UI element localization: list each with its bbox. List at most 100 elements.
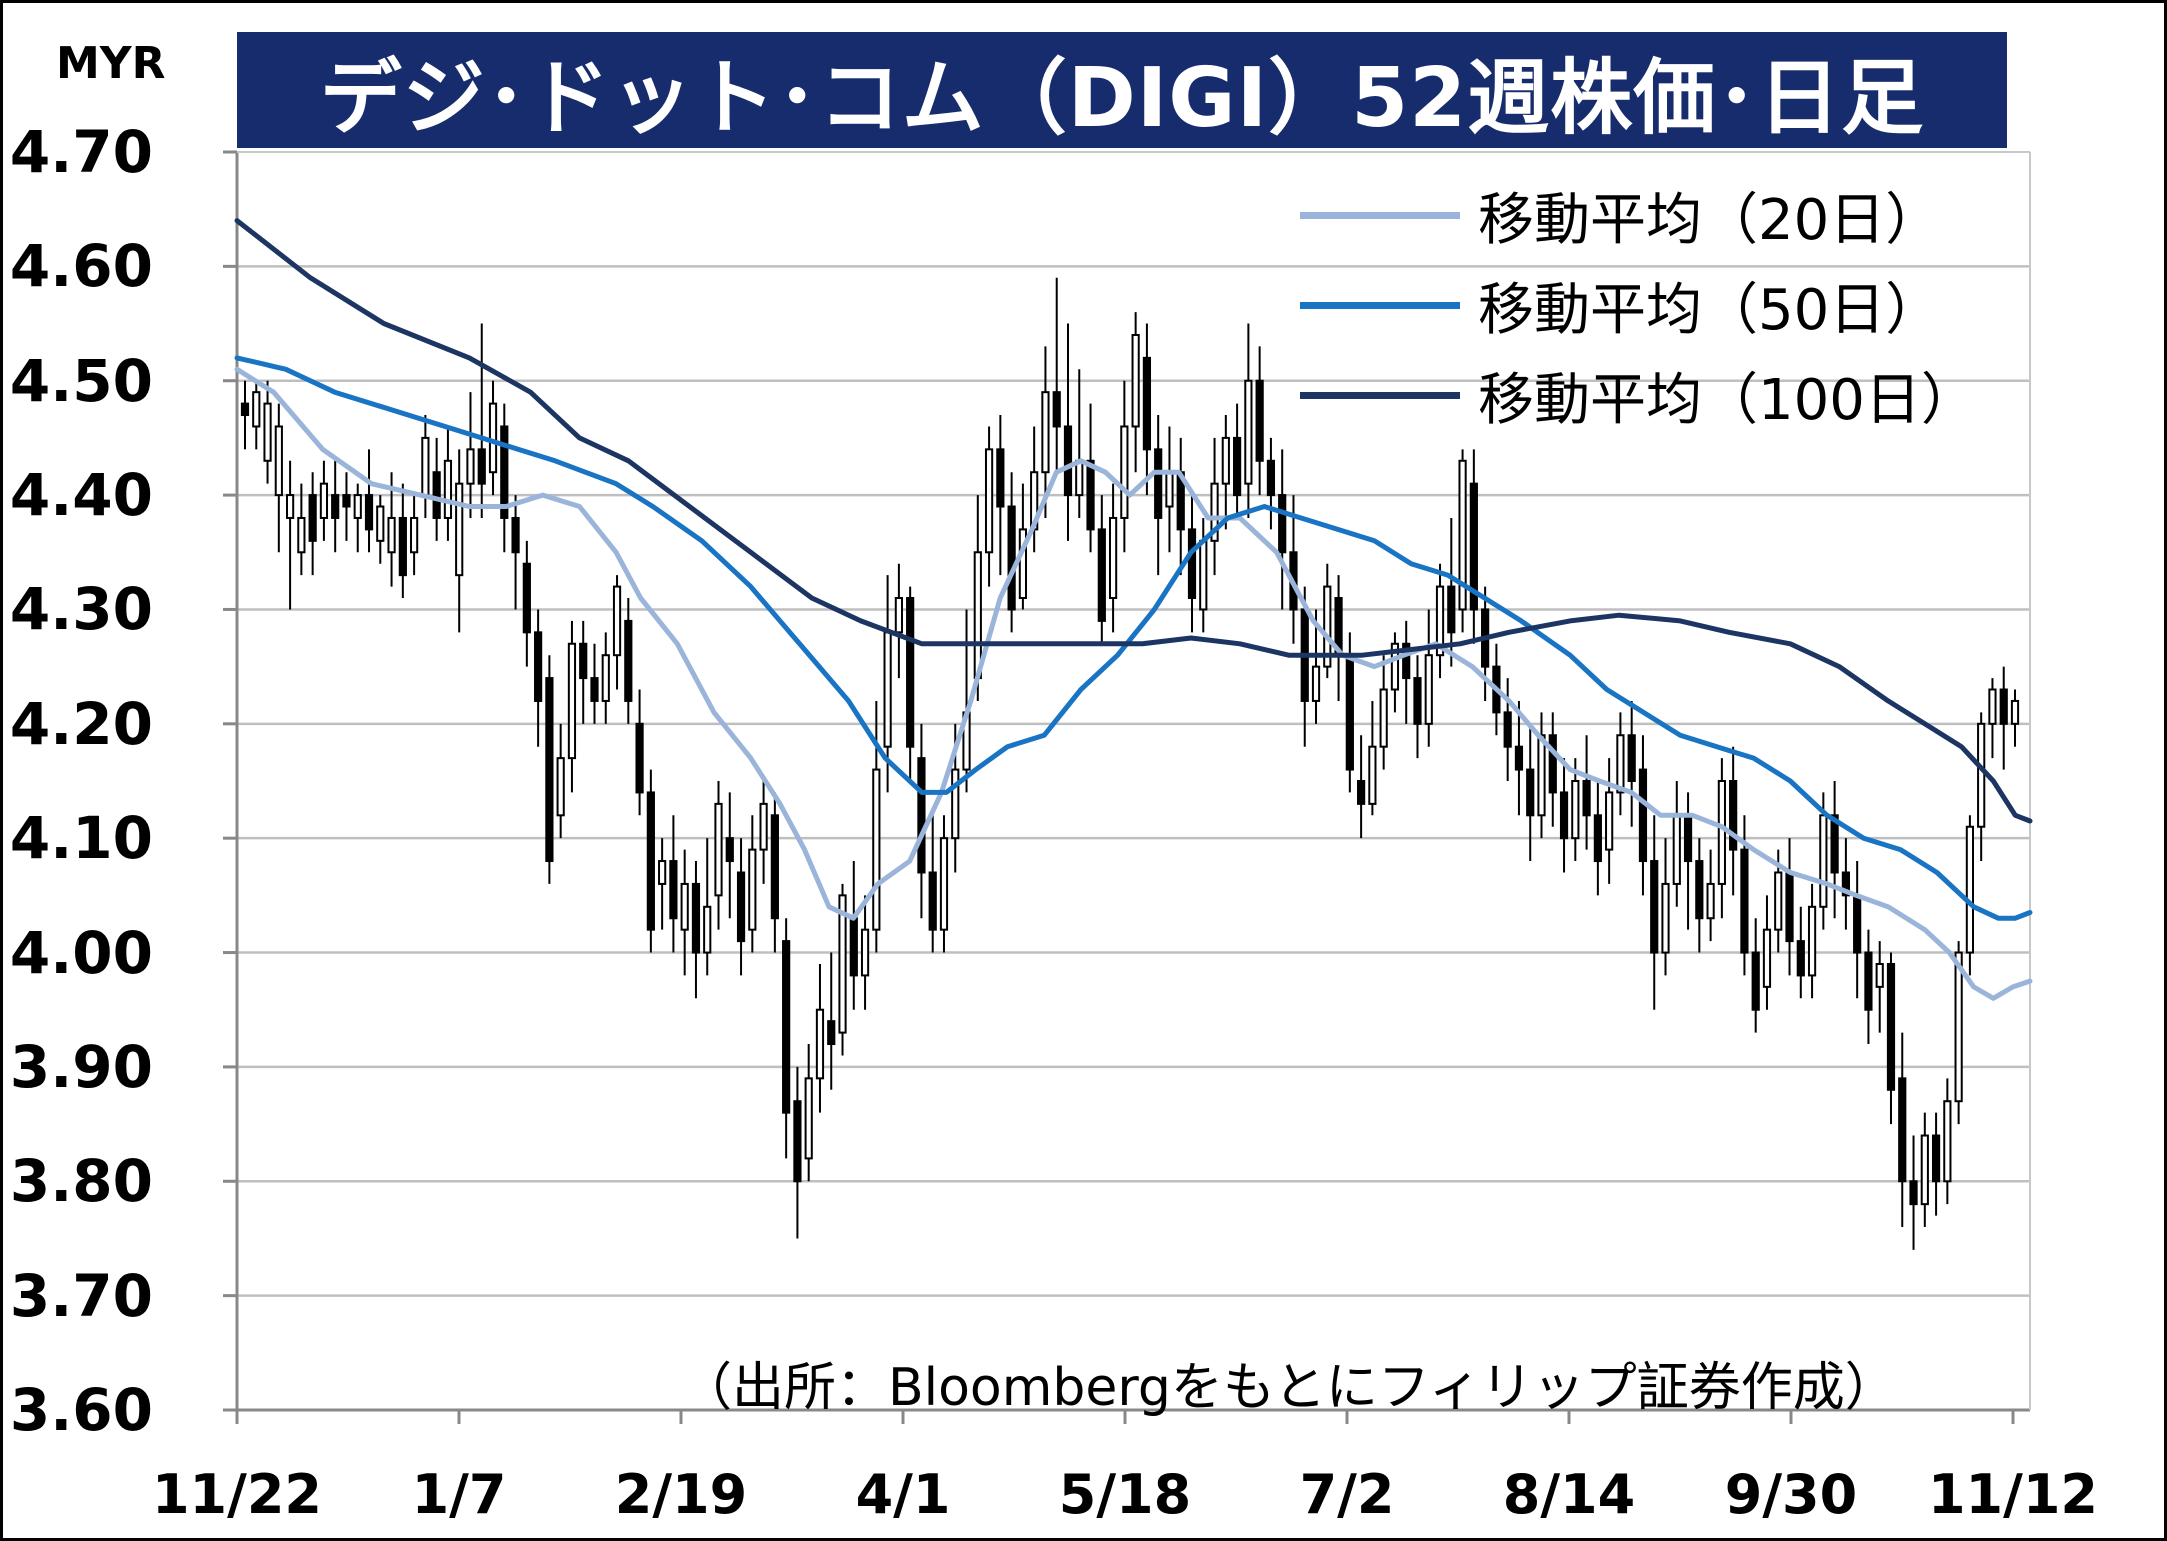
candle-body [770, 814, 779, 920]
axes [235, 151, 2031, 1424]
x-tick-label: 8/14 [1502, 1463, 1636, 1526]
candle-body [342, 494, 351, 508]
candle-body [612, 585, 622, 657]
candle-body [1368, 745, 1377, 805]
candle-body [567, 642, 577, 760]
candle-body [432, 471, 441, 519]
candle-body [1052, 391, 1061, 428]
legend-label-ma20: 移動平均（20日） [1478, 188, 1942, 253]
candle-body [703, 905, 712, 954]
legend-label-ma100: 移動平均（100日） [1478, 368, 1977, 433]
candle-body [1323, 585, 1332, 668]
candle-body [252, 391, 261, 428]
candle-body [894, 597, 903, 634]
candle-body [827, 1020, 836, 1046]
x-tick-label: 11/12 [1927, 1463, 2098, 1526]
candle-body [274, 425, 283, 497]
candle-body [973, 551, 982, 680]
candle-body [364, 494, 374, 531]
candlesticks [240, 277, 2020, 1250]
candle-body [1266, 459, 1276, 497]
x-tick-label: 11/22 [151, 1463, 322, 1526]
grid-lines [223, 150, 2030, 1412]
candle-body [1841, 871, 1850, 897]
x-tick-label: 7/2 [1299, 1463, 1395, 1526]
y-tick-label: 4.60 [9, 232, 153, 301]
ma-line-ma100 [234, 218, 2033, 824]
source-note: （出所：Bloombergをもとにフィリップ証券作成） [680, 1358, 1897, 1418]
candle-body [725, 837, 734, 863]
candle-body [2010, 699, 2020, 725]
candle-body [240, 402, 250, 417]
candle-body [782, 940, 791, 1114]
chart-title: デジ･ドット･コム（DIGI）52週株価･日足 [237, 32, 2007, 148]
candle-body [1357, 780, 1366, 805]
candle-body [1108, 516, 1118, 600]
candle-body [1210, 482, 1219, 542]
candle-body [1853, 894, 1862, 954]
candle-body [1413, 677, 1422, 725]
candle-body [1830, 814, 1839, 874]
candle-body [906, 597, 915, 748]
candle-body [590, 677, 599, 702]
y-tick-label: 3.60 [9, 1376, 153, 1444]
candle-body [1909, 1180, 1918, 1206]
candle-body [1807, 905, 1817, 977]
candle-body [860, 928, 870, 977]
candle-body [466, 448, 475, 485]
chart-title-text: デジ･ドット･コム（DIGI）52週株価･日足 [319, 50, 1925, 146]
candle-body [1751, 951, 1760, 1011]
candle-body [736, 871, 746, 943]
legend-label-ma50: 移動平均（50日） [1478, 278, 1942, 343]
candle-body [1469, 482, 1478, 611]
candle-body [1582, 780, 1591, 817]
candle-body [477, 448, 486, 485]
candle-body [1537, 734, 1546, 817]
candle-body [1379, 688, 1388, 748]
y-tick-label: 4.00 [9, 918, 153, 987]
candle-body [421, 436, 430, 497]
candle-body [1526, 768, 1535, 817]
candle-body [308, 494, 317, 542]
candle-body [1514, 745, 1524, 771]
y-tick-label: 4.50 [9, 346, 153, 415]
candle-body [872, 768, 881, 931]
candle-body [984, 448, 994, 554]
candle-body [917, 757, 926, 874]
candle-body [669, 860, 678, 920]
y-tick-label: 4.20 [9, 689, 153, 758]
y-tick-label: 3.80 [9, 1147, 153, 1216]
candle-body [1402, 642, 1411, 680]
candle-body [1999, 688, 2008, 725]
y-tick-label: 4.70 [9, 118, 153, 186]
candle-body [319, 482, 329, 519]
candle-body [996, 448, 1005, 508]
candle-body [1233, 436, 1242, 497]
legend-item-ma20: 移動平均（20日） [1300, 175, 1941, 256]
candle-body [1886, 962, 1896, 1091]
x-tick-label: 9/30 [1724, 1463, 1858, 1526]
candle-body [1278, 494, 1287, 554]
candle-body [297, 516, 306, 554]
candle-body [410, 516, 419, 554]
legend-item-ma100: 移動平均（100日） [1300, 355, 1977, 436]
candle-body [1086, 459, 1095, 531]
x-tick-label: 4/1 [855, 1463, 951, 1526]
candle-body [624, 619, 633, 702]
candle-body [500, 425, 509, 519]
candle-body [1199, 539, 1208, 611]
candle-body [714, 802, 723, 897]
candle-body [1154, 448, 1163, 519]
candle-body [838, 894, 847, 1034]
candle-body [376, 505, 385, 542]
candle-body [443, 459, 453, 519]
candle-body [1740, 848, 1749, 954]
candle-body [1571, 780, 1580, 840]
candle-body [601, 654, 610, 702]
candle-body [804, 1077, 813, 1160]
candle-body [1898, 1077, 1907, 1183]
candle-body [1424, 654, 1433, 725]
candle-body [1075, 459, 1084, 497]
candle-body [1503, 711, 1512, 748]
